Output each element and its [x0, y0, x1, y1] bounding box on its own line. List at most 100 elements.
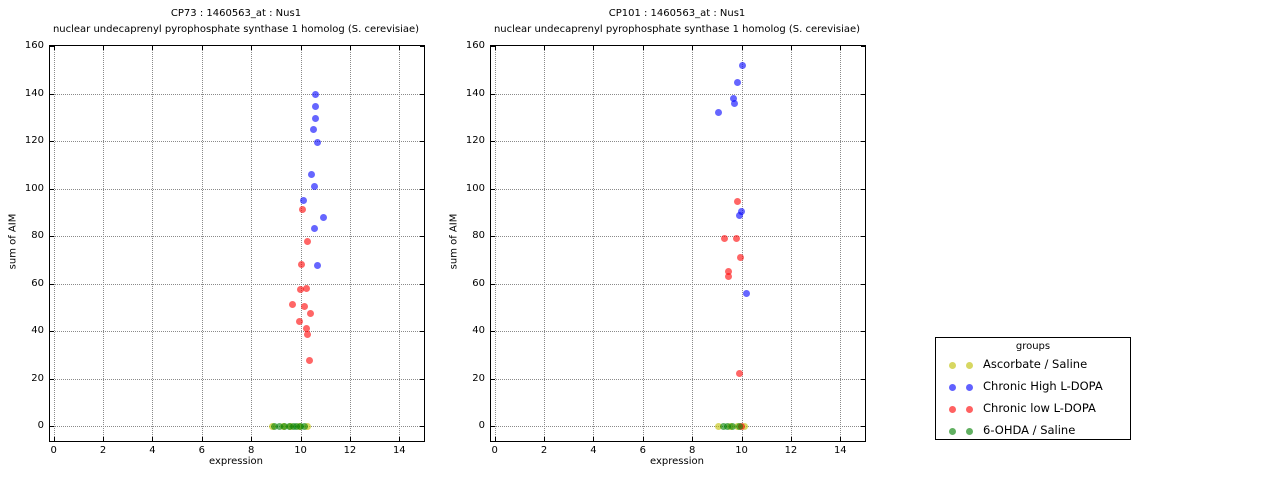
x-tick	[840, 46, 842, 50]
x-gridline	[152, 46, 154, 441]
legend-entry-ascorbate-saline: Ascorbate / Saline	[936, 354, 1130, 376]
y-tick	[420, 331, 424, 333]
plot1-ylabel: sum of AIM	[448, 213, 460, 270]
plot0-title: CP73 : 1460563_at : Nus1	[170, 8, 302, 19]
scatter-point	[319, 213, 327, 221]
scatter-point	[724, 268, 732, 276]
x-tick	[201, 46, 203, 50]
y-tick	[420, 93, 424, 95]
chronic-low-marker-icon	[949, 406, 956, 413]
x-tick	[399, 437, 401, 441]
x-tick-label: 0	[50, 445, 57, 456]
y-gridline	[50, 331, 424, 333]
scatter-point	[289, 422, 297, 430]
y-gridline	[50, 283, 424, 285]
y-tick	[491, 283, 495, 285]
y-gridline	[491, 378, 865, 380]
x-gridline	[790, 46, 792, 441]
x-tick	[544, 437, 546, 441]
x-tick	[692, 437, 694, 441]
y-tick-label: 60	[472, 277, 485, 289]
scatter-point	[719, 422, 727, 430]
scatter-point	[742, 289, 750, 297]
scatter-point	[721, 234, 729, 242]
y-gridline	[491, 141, 865, 142]
y-gridline	[50, 141, 424, 142]
y-tick-label: 80	[472, 230, 485, 242]
x-tick	[300, 437, 302, 441]
y-gridline	[491, 283, 865, 285]
ascorbate-marker-icon	[949, 362, 956, 369]
y-tick	[50, 188, 54, 190]
scatter-point	[738, 207, 746, 215]
y-gridline	[50, 426, 424, 428]
y-gridline	[491, 93, 865, 95]
y-tick-label: 140	[465, 87, 485, 99]
legend-box: groups Ascorbate / Saline Chronic High L…	[935, 337, 1131, 440]
x-tick-label: 14	[392, 445, 406, 456]
y-tick	[50, 426, 54, 428]
x-gridline	[103, 46, 105, 441]
scatter-point	[300, 302, 308, 310]
y-tick	[861, 236, 865, 238]
x-gridline	[593, 46, 595, 441]
scatter-point	[730, 94, 738, 102]
y-tick	[861, 93, 865, 95]
scatter-point	[299, 196, 307, 204]
x-tick	[349, 437, 351, 441]
legend-label: Chronic High L-DOPA	[983, 379, 1103, 393]
x-gridline	[300, 46, 302, 441]
y-tick	[491, 331, 495, 333]
y-tick	[491, 378, 495, 380]
scatter-point	[735, 422, 743, 430]
x-tick	[593, 437, 595, 441]
x-tick	[642, 437, 644, 441]
x-tick	[642, 46, 644, 50]
y-gridline	[50, 236, 424, 238]
y-tick	[420, 283, 424, 285]
scatter-point	[724, 422, 732, 430]
plot1-title: CP101 : 1460563_at : Nus1	[608, 8, 746, 19]
y-tick	[491, 236, 495, 238]
y-tick	[50, 46, 54, 47]
scatter-point	[714, 422, 722, 430]
y-tick-label: 0	[37, 420, 44, 432]
scatter-point	[305, 357, 313, 365]
y-tick	[861, 331, 865, 333]
scatter-point	[308, 170, 316, 178]
y-tick	[50, 378, 54, 380]
legend-label: Ascorbate / Saline	[983, 357, 1088, 371]
scatter-point	[298, 261, 306, 269]
x-tick	[790, 437, 792, 441]
scatter-point	[304, 331, 312, 339]
x-tick	[349, 46, 351, 50]
x-tick	[494, 46, 496, 50]
y-gridline	[50, 378, 424, 380]
y-tick-label: 40	[31, 325, 44, 337]
x-tick	[544, 46, 546, 50]
x-tick	[741, 437, 743, 441]
x-gridline	[692, 46, 694, 441]
y-tick	[491, 93, 495, 95]
y-tick	[491, 141, 495, 142]
scatter-point	[300, 422, 308, 430]
x-gridline	[53, 46, 55, 441]
x-gridline	[642, 46, 644, 441]
x-tick	[53, 46, 55, 50]
y-tick-label: 160	[465, 40, 485, 51]
y-tick	[491, 426, 495, 428]
y-tick	[861, 188, 865, 190]
x-tick-label: 6	[198, 445, 205, 456]
scatter-point	[736, 212, 744, 220]
scatter-point	[733, 79, 741, 87]
chronic-high-marker-icon	[966, 384, 973, 391]
scatter-point	[312, 91, 320, 99]
plot0-xlabel: expression	[209, 456, 263, 467]
scatter-point	[304, 422, 312, 430]
scatter-point	[295, 318, 303, 326]
x-tick-label: 4	[590, 445, 597, 456]
plot1-axes: 0 2 4 6 8 10 12 14 0 20 40 60 80 100 120 140 160	[466, 40, 866, 456]
y-tick	[420, 188, 424, 190]
scatter-point	[296, 285, 304, 293]
y-tick	[50, 141, 54, 142]
